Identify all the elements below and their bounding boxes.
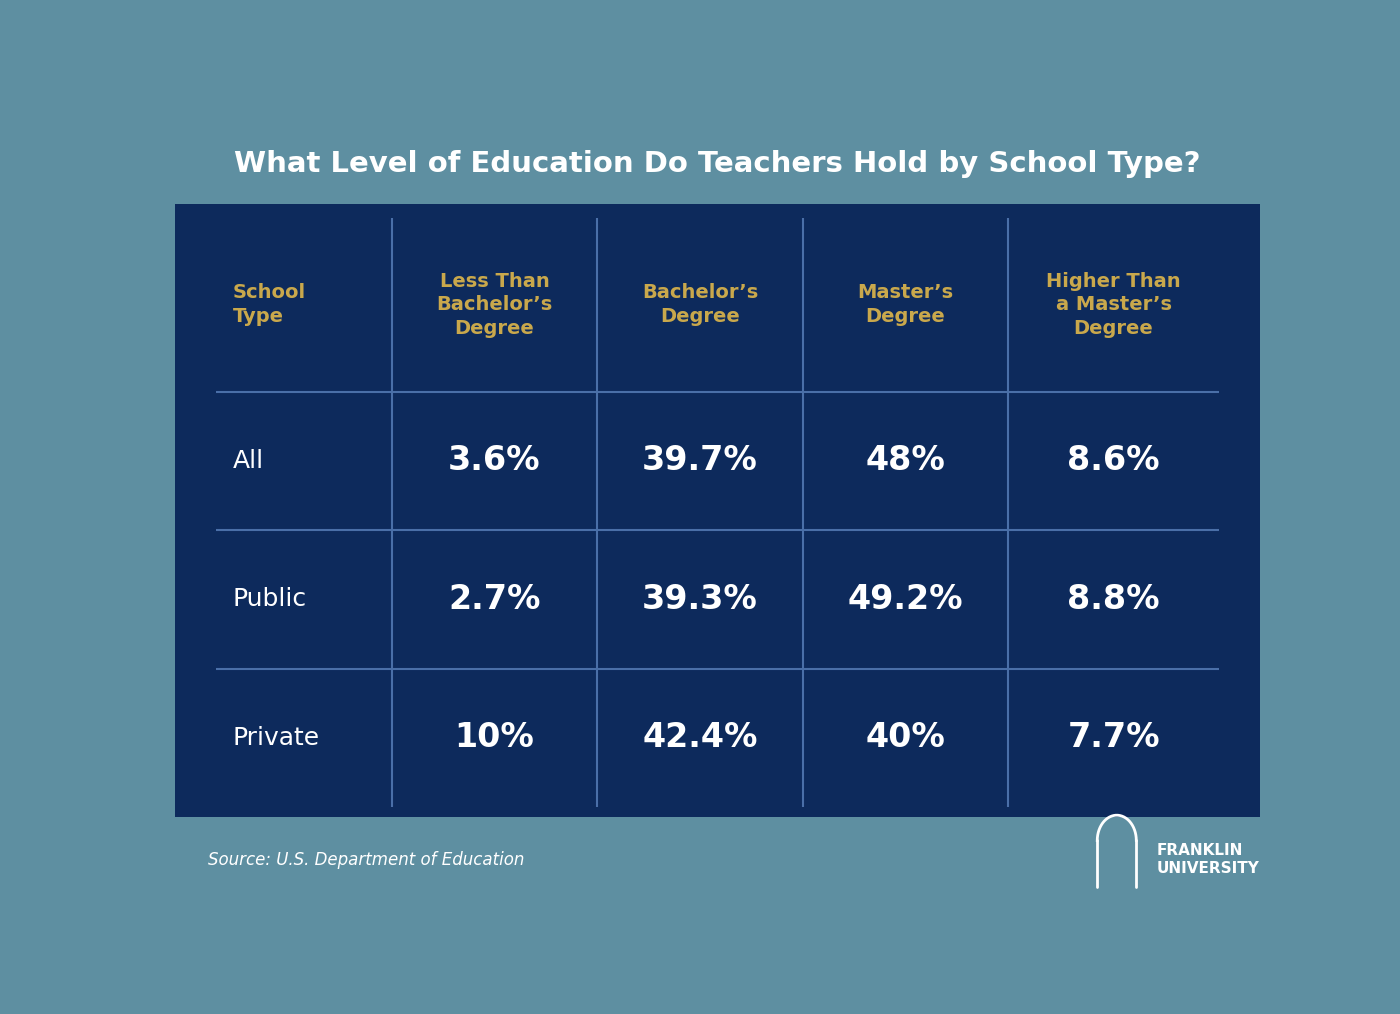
Text: 2.7%: 2.7% — [448, 583, 540, 615]
Text: 8.8%: 8.8% — [1067, 583, 1159, 615]
Bar — [175, 816, 1260, 902]
Text: FRANKLIN
UNIVERSITY: FRANKLIN UNIVERSITY — [1156, 843, 1260, 876]
Text: Bachelor’s
Degree: Bachelor’s Degree — [641, 284, 757, 325]
Text: Public: Public — [232, 587, 307, 611]
Text: 39.7%: 39.7% — [643, 444, 757, 478]
Text: 42.4%: 42.4% — [643, 721, 757, 754]
Text: 40%: 40% — [865, 721, 945, 754]
Text: Master’s
Degree: Master’s Degree — [857, 284, 953, 325]
Text: Less Than
Bachelor’s
Degree: Less Than Bachelor’s Degree — [437, 272, 553, 338]
Text: Source: U.S. Department of Education: Source: U.S. Department of Education — [207, 851, 524, 869]
Text: 7.7%: 7.7% — [1067, 721, 1159, 754]
Text: 39.3%: 39.3% — [643, 583, 757, 615]
Bar — [175, 122, 1260, 204]
Text: 8.6%: 8.6% — [1067, 444, 1159, 478]
Text: 3.6%: 3.6% — [448, 444, 540, 478]
Text: School
Type: School Type — [232, 284, 305, 325]
Text: 48%: 48% — [865, 444, 945, 478]
Text: Private: Private — [232, 726, 319, 750]
Bar — [175, 204, 1260, 816]
Text: 10%: 10% — [455, 721, 535, 754]
Text: 49.2%: 49.2% — [848, 583, 963, 615]
Text: What Level of Education Do Teachers Hold by School Type?: What Level of Education Do Teachers Hold… — [234, 150, 1201, 178]
Text: Higher Than
a Master’s
Degree: Higher Than a Master’s Degree — [1046, 272, 1180, 338]
Text: All: All — [232, 449, 263, 473]
